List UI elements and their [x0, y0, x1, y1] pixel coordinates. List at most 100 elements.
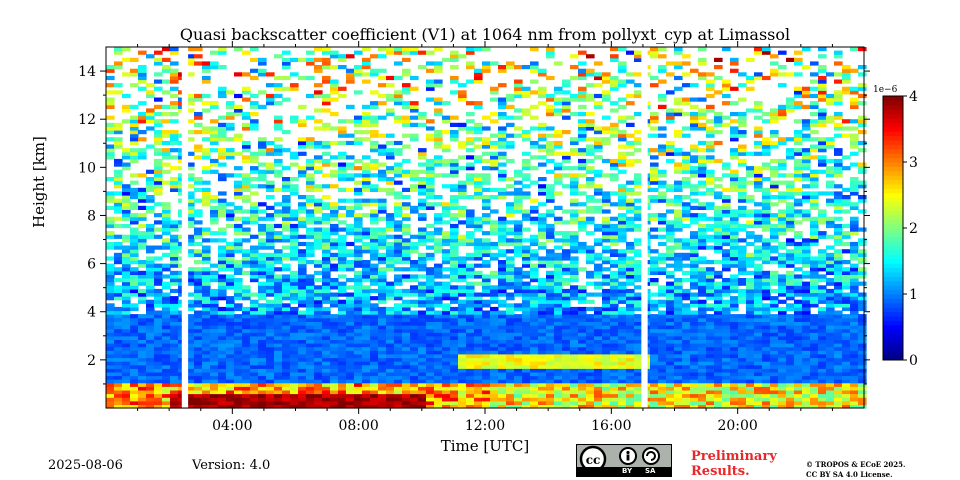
heatmap-cell	[466, 393, 475, 398]
heatmap-cell	[146, 325, 155, 330]
heatmap-cell	[274, 209, 283, 214]
heatmap-cell	[586, 68, 595, 73]
heatmap-cell	[306, 306, 315, 312]
heatmap-cell	[122, 292, 131, 297]
heatmap-cell	[194, 93, 203, 99]
heatmap-cell	[674, 382, 683, 387]
heatmap-cell	[106, 155, 115, 160]
heatmap-cell	[218, 191, 227, 196]
heatmap-cell	[322, 393, 331, 398]
heatmap-cell	[370, 306, 379, 312]
heatmap-cell	[218, 375, 227, 380]
heatmap-cell	[410, 101, 419, 106]
heatmap-cell	[418, 238, 427, 243]
heatmap-cell	[530, 263, 539, 268]
heatmap-cell	[122, 184, 131, 189]
heatmap-cell	[306, 187, 315, 192]
heatmap-cell	[226, 346, 235, 351]
heatmap-cell	[106, 357, 115, 362]
heatmap-cell	[458, 90, 467, 95]
heatmap-cell	[594, 386, 603, 391]
heatmap-cell	[418, 321, 427, 326]
heatmap-cell	[490, 375, 499, 380]
heatmap-cell	[546, 108, 555, 113]
heatmap-cell	[394, 389, 403, 395]
heatmap-cell	[378, 321, 387, 326]
heatmap-cell	[370, 144, 379, 149]
heatmap-cell	[314, 404, 323, 409]
heatmap-cell	[346, 104, 355, 109]
heatmap-cell	[650, 328, 659, 333]
heatmap-cell	[274, 343, 283, 348]
heatmap-cell	[690, 310, 699, 315]
heatmap-cell	[386, 249, 395, 254]
heatmap-cell	[314, 278, 323, 283]
heatmap-cell	[106, 353, 115, 359]
heatmap-cell	[274, 393, 283, 398]
heatmap-cell	[162, 209, 171, 214]
heatmap-cell	[530, 115, 539, 120]
heatmap-cell	[498, 220, 507, 225]
heatmap-cell	[394, 393, 403, 398]
heatmap-cell	[514, 220, 523, 225]
heatmap-cell	[490, 220, 499, 225]
heatmap-cell	[450, 386, 459, 391]
heatmap-cell	[506, 306, 515, 312]
heatmap-cell	[346, 54, 355, 59]
heatmap-cell	[362, 357, 371, 362]
heatmap-cell	[514, 343, 523, 348]
heatmap-cell	[602, 93, 611, 99]
heatmap-cell	[218, 400, 227, 405]
heatmap-cell	[250, 177, 259, 182]
heatmap-cell	[338, 130, 347, 135]
heatmap-cell	[410, 353, 419, 359]
heatmap-cell	[154, 162, 163, 167]
heatmap-cell	[666, 397, 675, 402]
heatmap-cell	[426, 299, 435, 304]
heatmap-cell	[682, 166, 691, 171]
heatmap-cell	[634, 72, 643, 77]
heatmap-cell	[162, 216, 171, 221]
heatmap-cell	[330, 364, 339, 369]
heatmap-cell	[154, 137, 163, 142]
heatmap-cell	[690, 353, 699, 359]
heatmap-cell	[306, 400, 315, 405]
heatmap-cell	[450, 393, 459, 398]
heatmap-cell	[186, 198, 195, 203]
heatmap-cell	[266, 270, 275, 275]
heatmap-cell	[114, 389, 123, 395]
heatmap-cell	[562, 173, 571, 178]
heatmap-cell	[466, 325, 475, 330]
heatmap-cell	[586, 93, 595, 99]
heatmap-cell	[522, 158, 531, 164]
heatmap-cell	[242, 187, 251, 192]
heatmap-cell	[626, 350, 635, 355]
heatmap-cell	[658, 97, 667, 102]
heatmap-cell	[202, 252, 211, 257]
heatmap-cell	[122, 350, 131, 355]
heatmap-cell	[466, 112, 475, 117]
heatmap-cell	[122, 397, 131, 402]
heatmap-cell	[338, 306, 347, 312]
heatmap-cell	[594, 252, 603, 257]
heatmap-cell	[498, 223, 507, 229]
heatmap-cell	[146, 223, 155, 229]
heatmap-cell	[282, 368, 291, 373]
heatmap-cell	[466, 270, 475, 275]
heatmap-cell	[578, 72, 587, 77]
heatmap-cell	[442, 325, 451, 330]
heatmap-cell	[210, 213, 219, 218]
heatmap-cell	[522, 314, 531, 319]
heatmap-cell	[282, 198, 291, 203]
heatmap-cell	[274, 325, 283, 330]
heatmap-cell	[162, 133, 171, 138]
heatmap-cell	[202, 260, 211, 265]
heatmap-cell	[306, 393, 315, 398]
heatmap-cell	[146, 180, 155, 185]
heatmap-cell	[146, 404, 155, 409]
heatmap-cell	[426, 288, 435, 294]
heatmap-cell	[498, 393, 507, 398]
heatmap-cell	[290, 274, 299, 279]
heatmap-cell	[306, 252, 315, 257]
heatmap-cell	[258, 231, 267, 236]
